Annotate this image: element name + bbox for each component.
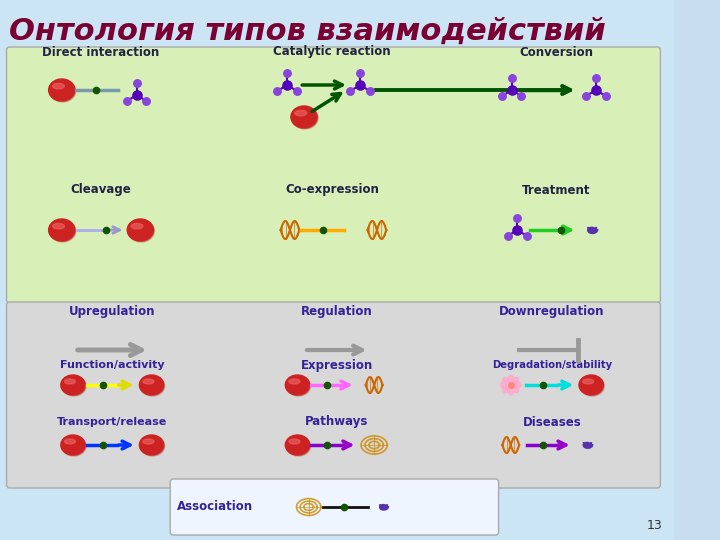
Ellipse shape [62, 436, 86, 456]
Ellipse shape [503, 384, 510, 393]
Ellipse shape [285, 435, 310, 455]
Ellipse shape [127, 219, 153, 241]
Ellipse shape [289, 439, 300, 444]
Ellipse shape [53, 83, 64, 89]
Text: Regulation: Regulation [301, 306, 373, 319]
Ellipse shape [289, 379, 300, 384]
Ellipse shape [65, 379, 76, 384]
Ellipse shape [140, 436, 165, 456]
Ellipse shape [143, 439, 154, 444]
Ellipse shape [60, 375, 85, 395]
Ellipse shape [287, 376, 310, 396]
Text: Catalytic reaction: Catalytic reaction [274, 45, 391, 58]
Ellipse shape [291, 106, 317, 128]
Ellipse shape [140, 435, 163, 455]
Ellipse shape [143, 379, 154, 384]
Text: Direct interaction: Direct interaction [42, 45, 160, 58]
Ellipse shape [287, 436, 310, 456]
Ellipse shape [292, 107, 318, 129]
Ellipse shape [579, 375, 603, 395]
Ellipse shape [131, 224, 143, 229]
Ellipse shape [513, 382, 521, 388]
Ellipse shape [580, 376, 604, 396]
Text: Function/activity: Function/activity [60, 360, 165, 370]
Ellipse shape [295, 110, 307, 116]
Text: Transport/release: Transport/release [57, 417, 167, 427]
Ellipse shape [49, 79, 75, 101]
Ellipse shape [53, 224, 64, 229]
FancyBboxPatch shape [6, 47, 660, 303]
Text: 13: 13 [647, 519, 662, 532]
Ellipse shape [511, 384, 518, 393]
Text: Diseases: Diseases [523, 415, 581, 429]
FancyBboxPatch shape [6, 302, 660, 488]
Ellipse shape [62, 376, 86, 396]
Ellipse shape [49, 219, 75, 241]
Ellipse shape [65, 439, 76, 444]
Ellipse shape [511, 377, 518, 385]
Text: Expression: Expression [301, 359, 373, 372]
Ellipse shape [503, 377, 510, 385]
Ellipse shape [140, 375, 163, 395]
Text: Degradation/stability: Degradation/stability [492, 360, 612, 370]
Ellipse shape [140, 376, 165, 396]
Text: Association: Association [177, 501, 253, 514]
Ellipse shape [582, 379, 593, 384]
FancyBboxPatch shape [170, 479, 498, 535]
Text: Pathways: Pathways [305, 415, 369, 429]
Ellipse shape [50, 220, 76, 242]
Ellipse shape [508, 375, 514, 384]
Text: Downregulation: Downregulation [499, 306, 605, 319]
Text: Conversion: Conversion [520, 45, 593, 58]
Ellipse shape [285, 375, 310, 395]
Text: Co-expression: Co-expression [285, 184, 379, 197]
Ellipse shape [508, 386, 514, 395]
Ellipse shape [128, 220, 154, 242]
Text: Upregulation: Upregulation [69, 306, 156, 319]
Ellipse shape [60, 435, 85, 455]
Ellipse shape [50, 80, 76, 102]
Text: Онтология типов взаимодействий: Онтология типов взаимодействий [9, 17, 606, 46]
Ellipse shape [500, 382, 509, 388]
Text: Cleavage: Cleavage [71, 184, 132, 197]
Text: Treatment: Treatment [522, 184, 591, 197]
